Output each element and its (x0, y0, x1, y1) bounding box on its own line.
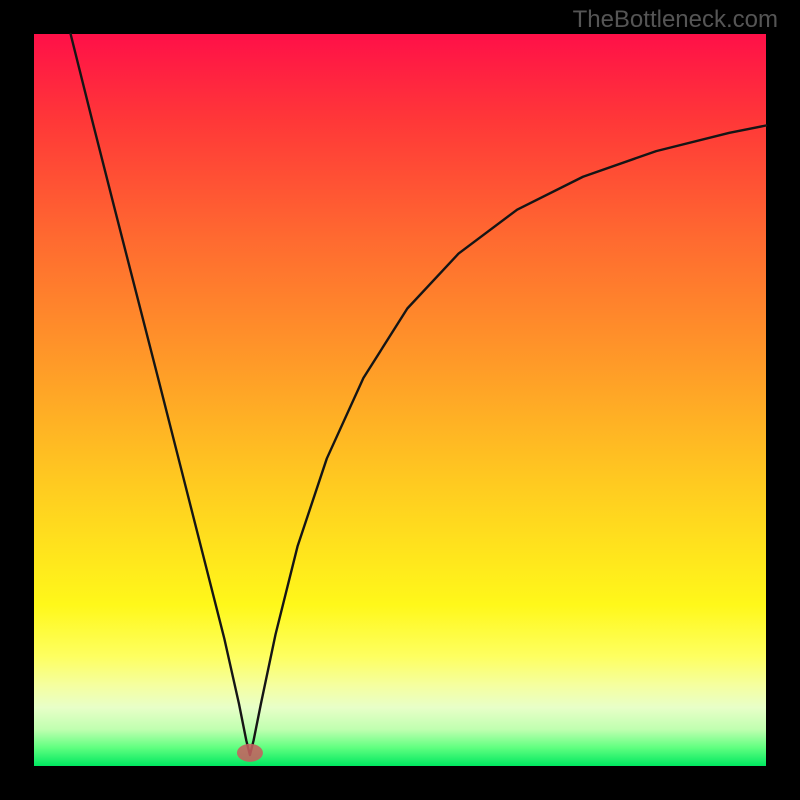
plot-background (34, 34, 766, 766)
watermark-text: TheBottleneck.com (573, 6, 778, 34)
bottleneck-chart (0, 0, 800, 800)
optimal-point-marker (237, 744, 263, 762)
